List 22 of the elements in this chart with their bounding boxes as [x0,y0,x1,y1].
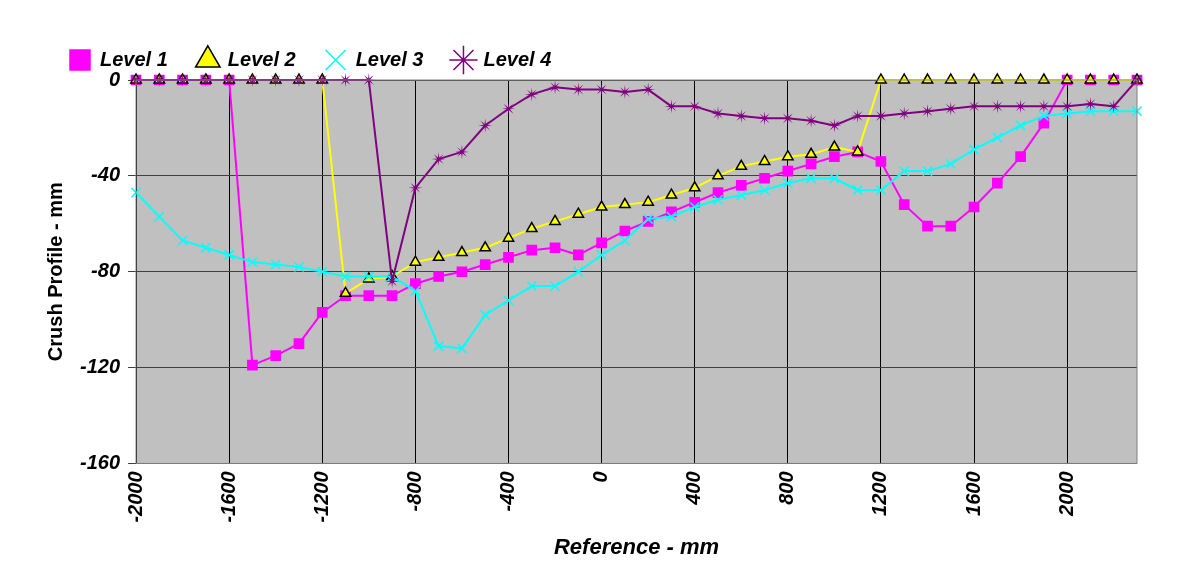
x-tick-label: 1200 [868,471,891,516]
x-axis-title: Reference - mm [553,533,720,559]
x-tick-label: -2000 [123,471,146,523]
y-tick-label: -120 [80,355,121,378]
y-tick-label: -80 [91,259,121,282]
y-tick-label: -40 [91,163,121,186]
y-tick-label: 0 [108,67,121,90]
legend-label: Level 3 [355,47,424,70]
y-tick-label: -160 [80,450,121,473]
x-tick-label: -1600 [216,471,239,523]
y-axis-title: Crush Profile - mm [43,182,66,362]
legend-label: Level 2 [227,47,296,70]
x-tick-label: 1600 [961,471,984,516]
x-tick-label: 2000 [1054,471,1077,517]
x-tick-label: -800 [402,471,425,512]
legend-label: Level 1 [100,47,168,70]
legend-label: Level 4 [483,47,552,70]
x-tick-label: 0 [589,471,612,483]
x-tick-label: 400 [682,471,705,506]
x-tick-label: -400 [496,471,518,512]
x-tick-label: -1200 [309,471,332,523]
x-tick-label: 800 [775,471,798,505]
